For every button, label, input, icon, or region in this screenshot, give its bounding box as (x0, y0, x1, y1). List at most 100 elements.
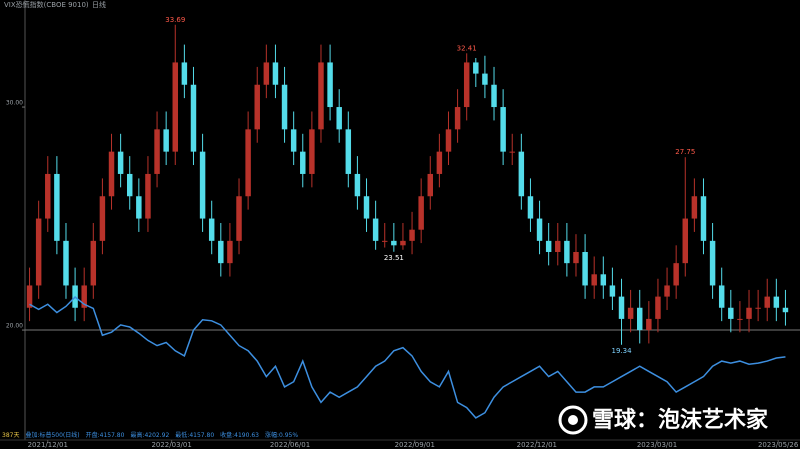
y-tick-label: 30.00 (6, 100, 23, 107)
footer-item: 叠加:标普500(日线) (25, 431, 79, 439)
candle-body (609, 285, 616, 297)
annotation: 19.34 (611, 347, 632, 355)
candle-body (728, 307, 734, 319)
candle-body (418, 196, 424, 230)
candle-body (245, 129, 251, 197)
x-tick-label: 2023/03/01 (637, 441, 677, 449)
footer-item: 开盘:4157.80 (86, 431, 125, 439)
candle-body (263, 62, 270, 85)
candle-body (454, 107, 461, 130)
candle-body (300, 151, 306, 174)
candle-body (637, 307, 643, 331)
candle-body (45, 173, 51, 219)
annotation: 27.75 (675, 148, 695, 156)
candle-body (755, 307, 761, 309)
candle-body (700, 196, 707, 241)
x-tick-label: 2022/03/01 (151, 441, 191, 449)
watermark-icon (558, 405, 588, 435)
period: 日线 (92, 0, 106, 9)
candle-body (90, 240, 97, 286)
candle-body (63, 240, 69, 286)
footer: 387天 叠加:标普500(日线) 开盘:4157.80 最高:4202.92 最低:4… (2, 431, 298, 439)
candle-body (218, 240, 224, 264)
candle-body (327, 62, 333, 108)
candle-body (281, 84, 288, 130)
candle-body (35, 218, 42, 286)
footer-item: 最低:4157.80 (175, 431, 214, 439)
candle-body (573, 252, 579, 264)
candle-body (491, 84, 497, 108)
candle-body (227, 240, 233, 264)
candle-body (391, 240, 397, 246)
candle-body (709, 240, 716, 286)
candle-body (345, 129, 352, 174)
candle-body (163, 129, 169, 152)
candle-body (117, 151, 124, 174)
candle-body (427, 173, 433, 197)
candle-body (600, 274, 607, 286)
annotation: 33.69 (165, 16, 185, 24)
candle-body (463, 62, 470, 108)
overlay-line (29, 296, 786, 419)
candle-body (482, 73, 488, 85)
footer-item: 收盘:4190.63 (220, 431, 259, 439)
candle-body (682, 218, 688, 264)
chart-title: VIX恐慌指数(CBOE 9010) (4, 0, 89, 9)
candle-body (582, 252, 588, 286)
candle-body (354, 173, 361, 197)
candle-body (518, 151, 525, 197)
x-tick-label: 2022/06/01 (270, 441, 310, 449)
candle-body (545, 240, 552, 253)
candle-body (54, 173, 60, 241)
candle-body (309, 129, 315, 174)
candle-body (509, 151, 515, 153)
candle-body (764, 296, 770, 308)
watermark: 雪球：泡沫艺术家 (592, 407, 769, 433)
x-tick-label: 2021/12/01 (28, 441, 68, 449)
candle-body (773, 296, 780, 308)
candle-body (655, 296, 661, 319)
candle-body (372, 218, 379, 241)
candle-body (436, 151, 443, 174)
candle-body (664, 285, 670, 297)
candle-body (127, 173, 133, 197)
candle-body (181, 62, 188, 85)
annotation: 32.41 (457, 44, 477, 52)
candle-body (154, 129, 160, 174)
candle-body (527, 196, 534, 219)
candle-body (782, 307, 789, 313)
candle-body (190, 84, 197, 152)
candle-body (591, 274, 597, 286)
candle-body (555, 240, 561, 253)
candle-body (627, 307, 634, 319)
candle-body (691, 196, 698, 219)
candle-body (718, 285, 725, 308)
candle-body (199, 151, 206, 219)
candle-body (400, 240, 406, 246)
footer-item: 最高:4202.92 (130, 431, 169, 439)
candle-body (272, 62, 279, 85)
x-tick-label: 2023/05/26 (758, 441, 799, 449)
footer-item: 涨幅:0.95% (265, 431, 298, 439)
candle-body (500, 107, 506, 152)
candle-body (145, 173, 151, 219)
candle-body (254, 84, 260, 130)
candle-body (445, 129, 452, 152)
candle-body (26, 285, 33, 308)
x-tick-label: 2022/09/01 (395, 441, 435, 449)
candle-body (409, 229, 415, 241)
candle-body (737, 318, 743, 320)
candle-body (473, 62, 479, 74)
candle-body (746, 307, 752, 319)
x-tick-label: 2022/12/01 (517, 441, 557, 449)
candle-body (172, 62, 178, 152)
footer-item: 387天 (2, 432, 19, 439)
y-tick-label: 20.00 (6, 323, 23, 330)
candle-body (336, 107, 342, 130)
annotation: 23.51 (384, 254, 404, 262)
candle-body (318, 62, 324, 130)
candle-body (618, 296, 625, 319)
candle-body (564, 240, 570, 264)
